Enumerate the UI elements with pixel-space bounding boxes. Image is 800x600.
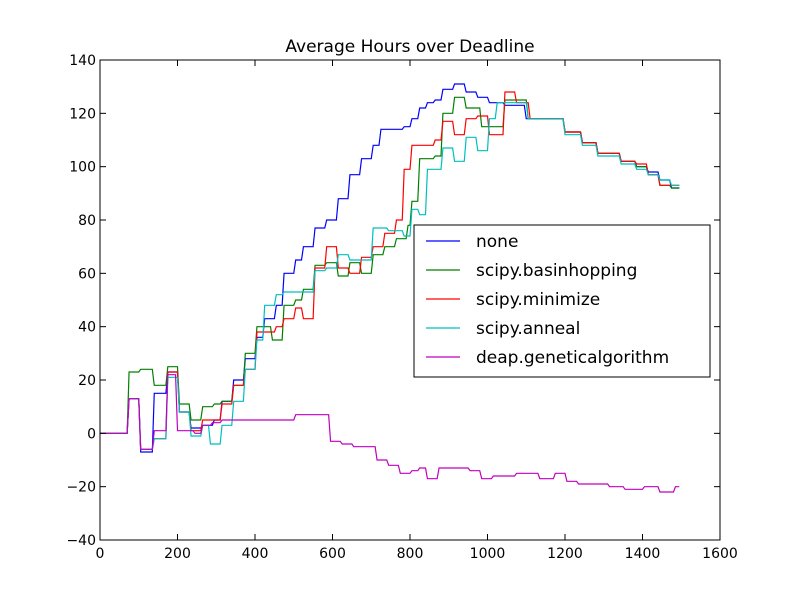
y-tick-label-2: 0: [87, 426, 96, 442]
legend-label-0: none: [476, 232, 518, 252]
x-tick-label-5: 1000: [470, 546, 506, 562]
x-tick-label-2: 400: [242, 546, 269, 562]
axes: 0 200 400 600 800 1000 1200 1400 1600 −40 −20 0 20 40…: [66, 53, 737, 562]
y-tick-label-1: −20: [66, 480, 96, 496]
x-tick-label-6: 1200: [547, 546, 583, 562]
y-tick-label-7: 100: [69, 160, 96, 176]
x-tick-label-1: 200: [164, 546, 191, 562]
x-tick-label-4: 800: [397, 546, 424, 562]
x-tick-label-0: 0: [96, 546, 105, 562]
legend-label-2: scipy.minimize: [476, 290, 600, 310]
y-tick-label-8: 120: [69, 106, 96, 122]
x-tick-label-8: 1600: [702, 546, 738, 562]
y-tick-label-9: 140: [69, 53, 96, 69]
legend: none scipy.basinhopping scipy.minimize scip…: [413, 224, 711, 378]
y-tick-label-4: 40: [78, 320, 96, 336]
x-tick-label-3: 600: [319, 546, 346, 562]
legend-label-1: scipy.basinhopping: [476, 261, 637, 281]
series-line-4: [100, 374, 680, 493]
x-tick-label-7: 1400: [625, 546, 661, 562]
y-tick-label-5: 60: [78, 266, 96, 282]
legend-label-3: scipy.anneal: [476, 319, 580, 339]
plot-area: [100, 83, 680, 493]
y-tick-label-0: −40: [66, 533, 96, 549]
y-tick-label-6: 80: [78, 213, 96, 229]
legend-box: [413, 224, 711, 378]
chart-title: Average Hours over Deadline: [285, 37, 534, 57]
y-tick-label-3: 20: [78, 373, 96, 389]
legend-label-4: deap.geneticalgorithm: [476, 348, 669, 368]
